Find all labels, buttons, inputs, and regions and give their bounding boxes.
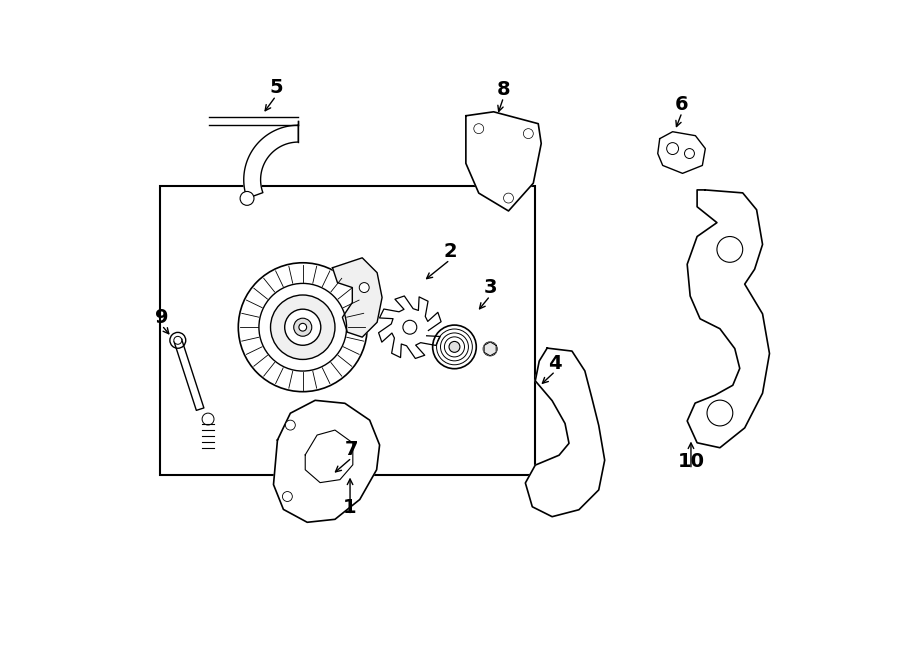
Text: 8: 8 bbox=[497, 80, 510, 98]
Circle shape bbox=[240, 192, 254, 206]
Polygon shape bbox=[466, 112, 541, 211]
Text: 6: 6 bbox=[675, 95, 688, 114]
Text: 9: 9 bbox=[155, 308, 168, 327]
Text: 7: 7 bbox=[345, 440, 358, 459]
Circle shape bbox=[293, 318, 311, 336]
Circle shape bbox=[299, 323, 307, 331]
Circle shape bbox=[238, 263, 367, 392]
Polygon shape bbox=[174, 339, 204, 410]
Circle shape bbox=[284, 309, 320, 345]
Circle shape bbox=[285, 420, 295, 430]
Text: 5: 5 bbox=[269, 79, 283, 97]
Circle shape bbox=[483, 342, 497, 356]
Circle shape bbox=[685, 149, 695, 159]
Polygon shape bbox=[209, 117, 298, 125]
Circle shape bbox=[403, 321, 417, 334]
Circle shape bbox=[259, 284, 346, 371]
Polygon shape bbox=[526, 348, 605, 517]
Polygon shape bbox=[379, 296, 441, 358]
Text: 1: 1 bbox=[343, 498, 357, 517]
Polygon shape bbox=[484, 342, 496, 356]
Text: 3: 3 bbox=[483, 278, 497, 297]
Circle shape bbox=[667, 143, 679, 155]
Polygon shape bbox=[332, 258, 382, 337]
Polygon shape bbox=[274, 401, 380, 522]
Text: 4: 4 bbox=[548, 354, 562, 373]
Circle shape bbox=[433, 325, 476, 369]
Circle shape bbox=[359, 283, 369, 293]
Polygon shape bbox=[305, 430, 353, 483]
Circle shape bbox=[202, 413, 214, 425]
Polygon shape bbox=[658, 132, 706, 173]
Circle shape bbox=[717, 237, 742, 262]
Circle shape bbox=[170, 332, 185, 348]
Circle shape bbox=[283, 492, 293, 502]
Circle shape bbox=[707, 400, 733, 426]
Polygon shape bbox=[244, 125, 298, 198]
Circle shape bbox=[174, 336, 182, 344]
Bar bbox=[160, 186, 535, 475]
Polygon shape bbox=[688, 190, 770, 447]
Text: 10: 10 bbox=[678, 452, 705, 471]
Text: 2: 2 bbox=[443, 243, 457, 261]
Circle shape bbox=[271, 295, 335, 360]
Circle shape bbox=[449, 342, 460, 352]
